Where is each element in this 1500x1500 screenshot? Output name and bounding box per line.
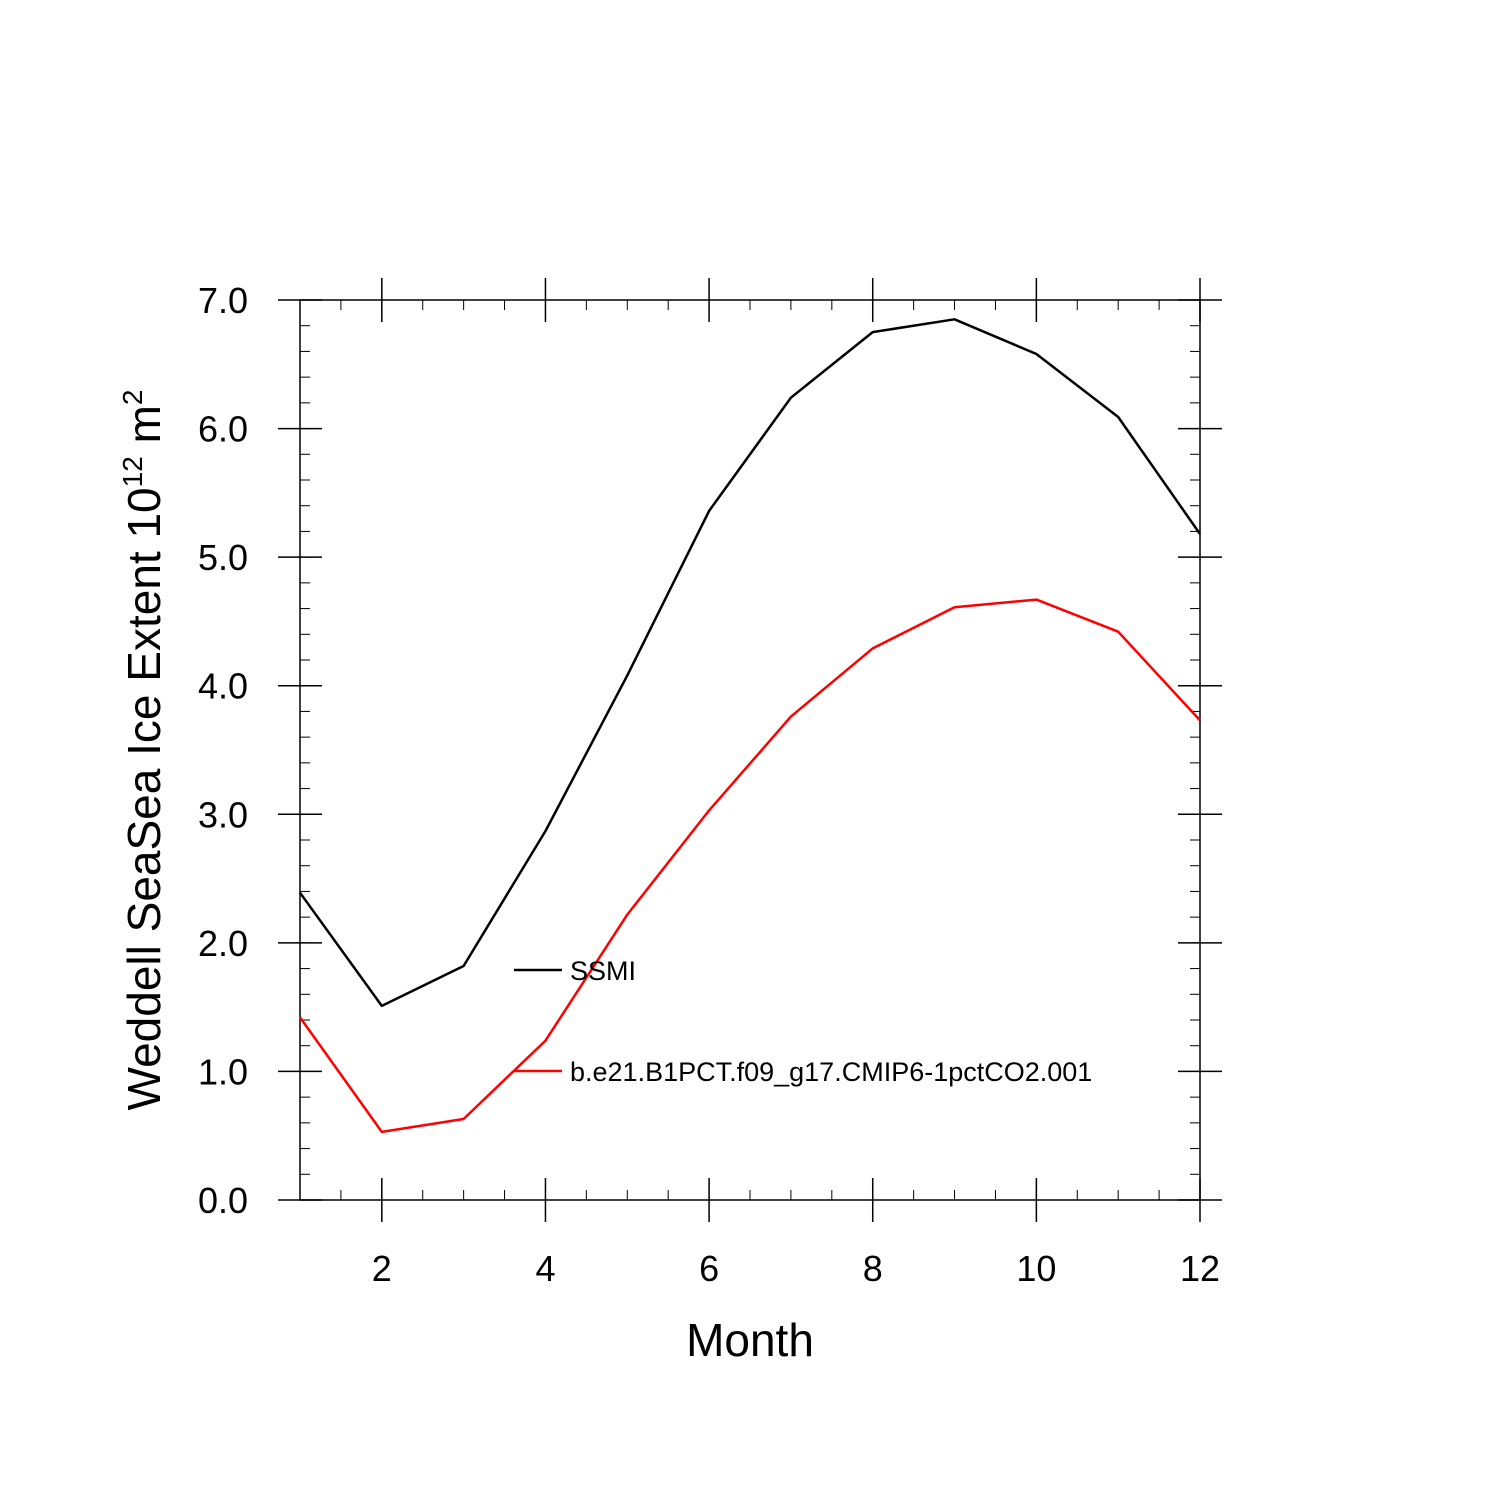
y-tick-label: 2.0 [198,923,248,964]
series-line-ssmi [298,318,1202,1008]
series-lines [298,318,1202,1134]
y-tick-label: 6.0 [198,409,248,450]
legend-label: SSMI [570,956,636,986]
y-axis-title-exponent: 12 [117,456,148,487]
x-tick-label: 2 [372,1248,392,1289]
y-tick-label: 3.0 [198,794,248,835]
y-axis-title-unit-exponent: 2 [117,390,148,406]
y-tick-label: 5.0 [198,537,248,578]
series-line-model [298,598,1201,1134]
y-tick-label: 4.0 [198,666,248,707]
y-tick-labels: 0.0 1.0 2.0 3.0 4.0 5.0 6.0 7.0 [198,280,248,1221]
x-tick-label: 12 [1180,1248,1220,1289]
y-axis-title-unit: m [118,405,170,456]
y-axis-title-main: Weddell SeaSea Ice Extent 10 [118,487,170,1110]
y-axis-title: Weddell SeaSea Ice Extent 1012 m2 [117,390,170,1111]
x-tick-labels: 2 4 6 8 10 12 [372,1248,1220,1289]
x-tick-label: 4 [535,1248,555,1289]
x-tick-label: 6 [699,1248,719,1289]
y-tick-label: 0.0 [198,1180,248,1221]
y-tick-label: 7.0 [198,280,248,321]
x-tick-label: 10 [1016,1248,1056,1289]
legend-label: b.e21.B1PCT.f09_g17.CMIP6-1pctCO2.001 [570,1057,1092,1087]
x-axis-title: Month [686,1314,814,1366]
legend: SSMI b.e21.B1PCT.f09_g17.CMIP6-1pctCO2.00… [514,956,1092,1087]
major-ticks [278,278,1222,1222]
y-tick-label: 1.0 [198,1051,248,1092]
x-tick-label: 8 [863,1248,883,1289]
